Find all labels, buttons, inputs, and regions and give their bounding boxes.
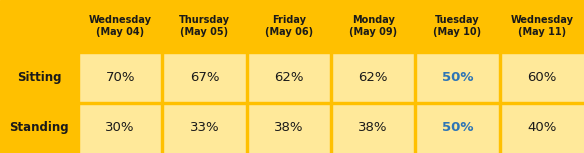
- Bar: [330, 52, 332, 153]
- Bar: [246, 52, 248, 153]
- Text: 70%: 70%: [106, 71, 135, 84]
- Bar: [0, 101, 584, 103]
- Bar: [499, 52, 500, 153]
- Bar: [78, 52, 162, 103]
- Text: 50%: 50%: [442, 121, 473, 134]
- Text: 67%: 67%: [190, 71, 219, 84]
- Bar: [161, 52, 164, 153]
- Bar: [77, 52, 79, 153]
- Text: 50%: 50%: [442, 71, 473, 84]
- Text: 38%: 38%: [274, 121, 304, 134]
- Bar: [162, 52, 246, 103]
- Bar: [414, 52, 416, 153]
- Bar: [78, 103, 162, 153]
- Text: Thursday
(May 05): Thursday (May 05): [179, 15, 230, 37]
- Text: Monday
(May 09): Monday (May 09): [349, 15, 397, 37]
- Bar: [331, 52, 415, 103]
- Bar: [78, 51, 584, 53]
- Bar: [162, 103, 246, 153]
- Text: 40%: 40%: [527, 121, 557, 134]
- Text: 30%: 30%: [106, 121, 135, 134]
- Bar: [500, 103, 584, 153]
- Text: 62%: 62%: [274, 71, 304, 84]
- Text: 33%: 33%: [190, 121, 220, 134]
- Bar: [500, 52, 584, 103]
- Bar: [415, 52, 500, 103]
- Text: Sitting: Sitting: [17, 71, 61, 84]
- Bar: [415, 103, 500, 153]
- Text: Friday
(May 06): Friday (May 06): [265, 15, 313, 37]
- Text: 60%: 60%: [527, 71, 557, 84]
- Text: 62%: 62%: [359, 71, 388, 84]
- Text: Standing: Standing: [9, 121, 69, 134]
- Bar: [246, 103, 331, 153]
- Text: 38%: 38%: [359, 121, 388, 134]
- Bar: [246, 52, 331, 103]
- Text: Tuesday
(May 10): Tuesday (May 10): [433, 15, 482, 37]
- Bar: [331, 103, 415, 153]
- Text: Wednesday
(May 04): Wednesday (May 04): [89, 15, 152, 37]
- Text: Wednesday
(May 11): Wednesday (May 11): [510, 15, 573, 37]
